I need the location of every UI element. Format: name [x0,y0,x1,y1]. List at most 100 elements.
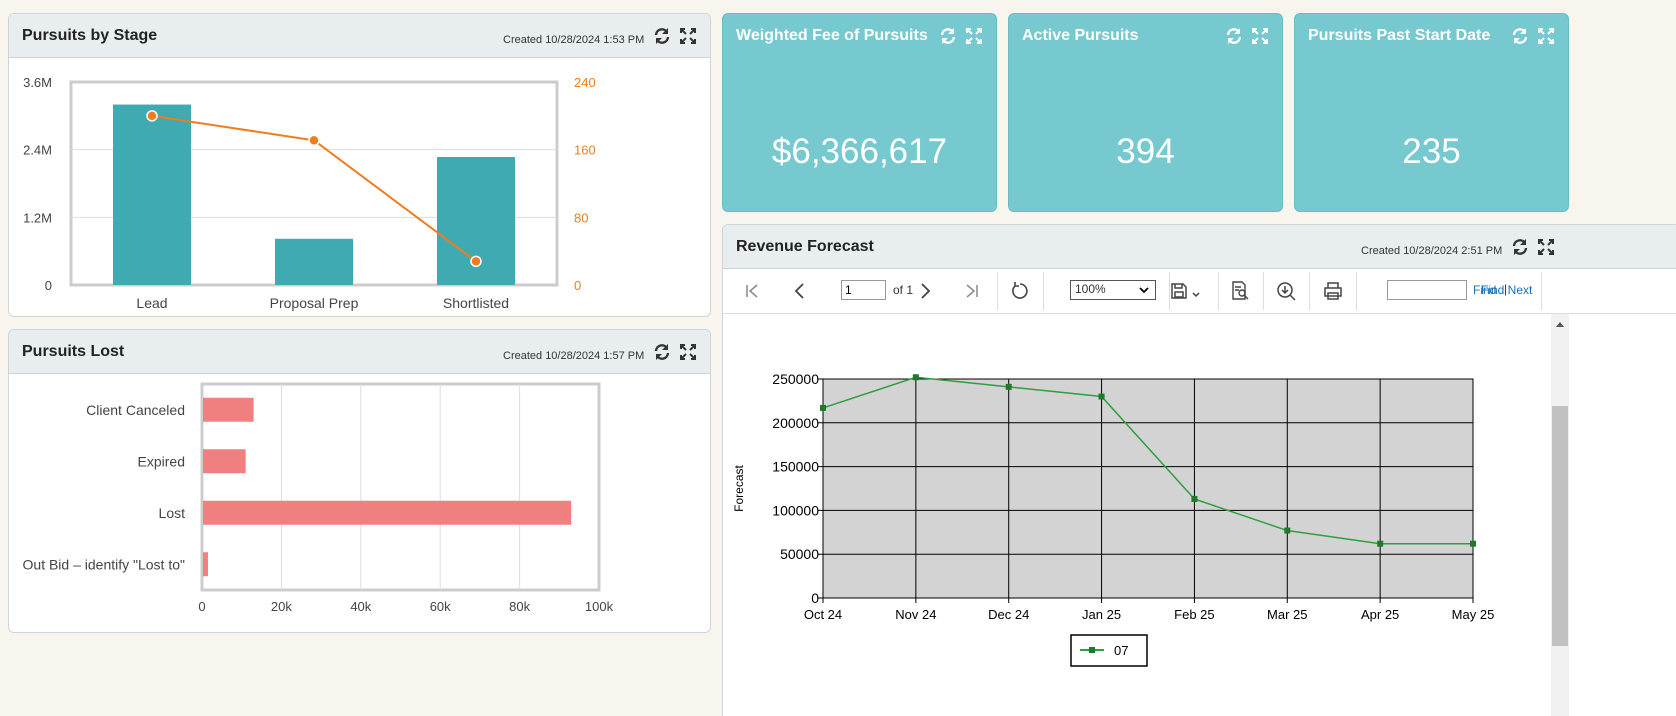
zoom-select[interactable]: 100% [1070,280,1156,300]
zoom-value: 100% [1075,282,1106,296]
export-icon[interactable] [1275,280,1297,302]
toolbar-divider [1309,272,1310,310]
toolbar-divider [1541,272,1542,310]
find-input[interactable] [1387,280,1467,300]
bar [203,500,572,525]
bar [113,104,191,285]
plot-frame [200,382,601,592]
y-tick-label: 200000 [772,415,819,431]
kpi-value: 394 [1116,132,1175,171]
find-next-link[interactable]: Find Next [1481,283,1533,297]
panel-header: Pursuits by Stage Created 10/28/2024 1:5… [9,14,710,58]
y-left-tick-label: 3.6M [23,75,52,90]
bar [275,238,353,285]
data-point [820,404,826,411]
x-tick-label: 40k [350,599,371,614]
toolbar-divider [1218,272,1219,310]
expand-icon[interactable] [1537,238,1555,256]
pursuits-by-stage-panel: Pursuits by Stage Created 10/28/2024 1:5… [8,13,711,317]
print-icon[interactable] [1322,280,1344,302]
bar [203,552,208,577]
y-right-tick-label: 160 [574,143,596,158]
panel-title: Pursuits Lost [22,343,125,360]
refresh-icon[interactable] [653,343,671,361]
y-tick-label: 50000 [780,546,819,562]
report-viewer[interactable]: 0 50000 100000 150000 200000 250000 Oct 24 Nov … [723,314,1676,716]
bar [203,449,246,474]
x-tick-label: 20k [271,599,292,614]
expand-icon[interactable] [965,27,983,45]
category-label: Expired [138,453,185,469]
chevron-down-icon [1139,287,1149,294]
category-label: Out Bid – identify "Lost to" [23,556,186,572]
scroll-thumb[interactable] [1552,406,1568,646]
expand-icon[interactable] [1251,27,1269,45]
panel-header: Pursuits Lost Created 10/28/2024 1:57 PM [9,330,710,374]
legend-marker [1089,647,1095,653]
data-point [912,374,919,381]
x-tick-label: 0 [198,599,205,614]
kpi-title: Active Pursuits [1022,27,1139,44]
next-page-icon[interactable] [914,280,936,302]
toolbar-divider [1169,272,1170,310]
page-count-label: of 1 [893,283,914,297]
x-tick-label: 100k [585,599,614,614]
category-label: Lost [159,505,186,521]
prev-page-icon[interactable] [789,280,811,302]
find-separator: | [1504,282,1508,296]
pursuits-lost-panel: Pursuits Lost Created 10/28/2024 1:57 PM… [8,329,711,633]
x-tick-label: Nov 24 [895,607,936,622]
kpi-card-past-start-date: Pursuits Past Start Date 235 [1294,13,1569,212]
expand-icon[interactable] [679,343,697,361]
last-page-icon[interactable] [961,280,983,302]
x-tick-label: Lead [136,295,167,311]
data-point [1005,383,1012,390]
line-point [308,134,320,147]
pursuits-by-stage-chart: 0 1.2M 2.4M 3.6M 0 80 160 240 Lead Proposal Prep S… [23,75,596,311]
page-number-input[interactable] [841,280,886,300]
x-tick-label: 80k [509,599,530,614]
panel-title: Revenue Forecast [736,238,874,255]
scroll-up-icon[interactable] [1555,320,1565,328]
kpi-value: 235 [1402,132,1461,171]
revenue-forecast-panel: Revenue Forecast Created 10/28/2024 2:51… [722,224,1676,716]
data-point [1284,527,1291,534]
revenue-forecast-chart: 0 50000 100000 150000 200000 250000 Oct 24 Nov … [732,371,1494,667]
expand-icon[interactable] [1537,27,1555,45]
y-tick-label: 150000 [772,459,819,475]
refresh-icon[interactable] [653,27,671,45]
print-preview-icon[interactable] [1229,280,1251,302]
created-timestamp: Created 10/28/2024 2:51 PM [1361,245,1503,257]
panel-title: Pursuits by Stage [22,27,158,44]
refresh-icon[interactable] [1511,238,1529,256]
vertical-scrollbar[interactable] [1551,314,1569,716]
x-tick-label: Apr 25 [1361,607,1399,622]
y-left-tick-label: 2.4M [23,143,52,158]
data-point [1470,540,1476,547]
y-left-tick-label: 0 [45,278,52,293]
reload-icon[interactable] [1009,280,1031,302]
refresh-icon[interactable] [939,27,957,45]
category-label: Client Canceled [86,402,185,418]
series-line [822,376,1473,545]
find-link[interactable]: Find [1473,283,1497,297]
save-icon[interactable] [1168,280,1204,302]
line-point [470,255,482,268]
data-point [1377,540,1384,547]
refresh-icon[interactable] [1511,27,1529,45]
legend: 07 [1070,634,1148,667]
x-tick-label: 60k [430,599,451,614]
expand-icon[interactable] [679,27,697,45]
kpi-title: Weighted Fee of Pursuits [736,27,928,44]
line-point [146,110,158,122]
y-tick-label: 100000 [772,502,819,518]
y-right-tick-label: 80 [574,210,588,225]
refresh-icon[interactable] [1225,27,1243,45]
y-tick-label: 250000 [772,371,819,387]
x-tick-label: Oct 24 [804,607,842,622]
kpi-card-weighted-fee: Weighted Fee of Pursuits $6,366,617 [722,13,997,212]
y-axis-label: Forecast [732,464,746,511]
y-right-tick-label: 0 [574,278,581,293]
x-tick-label: Feb 25 [1174,607,1214,622]
first-page-icon[interactable] [741,280,763,302]
